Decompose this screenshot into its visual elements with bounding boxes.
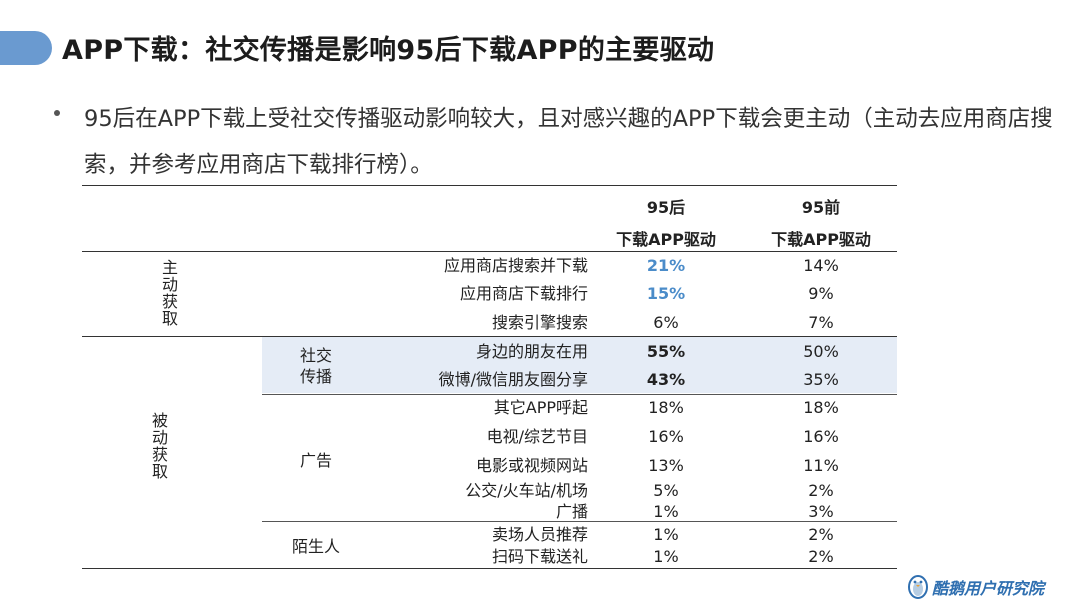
row-label: 应用商店下载排行	[459, 284, 588, 303]
ads-strangers-rule	[262, 521, 897, 522]
table-top-rule	[82, 185, 897, 186]
value-95before: 35%	[803, 370, 839, 389]
table-bottom-rule	[82, 568, 897, 569]
value-95after: 15%	[646, 284, 686, 303]
row-label: 电视/综艺节目	[486, 427, 588, 446]
value-95after: 13%	[648, 456, 684, 475]
col-header-95before-line2: 下载APP驱动	[771, 230, 871, 249]
subgroup-label-ads: 广告	[300, 451, 333, 470]
value-95before: 16%	[803, 427, 839, 446]
bullet-dot	[54, 110, 60, 116]
value-95after: 43%	[646, 370, 686, 389]
penguin-logo-icon	[908, 575, 928, 599]
row-label: 搜索引擎搜索	[491, 313, 588, 332]
value-95after: 5%	[653, 481, 679, 500]
value-95after: 21%	[646, 256, 686, 275]
subgroup-label-social: 社交传播	[300, 346, 333, 386]
active-passive-rule	[82, 336, 897, 337]
col-header-95after-line2: 下载APP驱动	[616, 230, 716, 249]
group-label-active: 主动获取	[161, 258, 178, 328]
value-95before: 14%	[803, 256, 839, 275]
value-95after: 1%	[653, 525, 679, 544]
value-95after: 16%	[648, 427, 684, 446]
value-95before: 3%	[808, 502, 834, 521]
value-95after: 1%	[653, 502, 679, 521]
row-label: 卖场人员推荐	[491, 525, 588, 544]
row-label: 广播	[555, 502, 588, 521]
value-95before: 7%	[808, 313, 834, 332]
value-95before: 2%	[808, 481, 834, 500]
row-label: 公交/火车站/机场	[465, 481, 588, 500]
value-95before: 18%	[803, 398, 839, 417]
group-label-passive: 被动获取	[151, 411, 168, 481]
logo-text: 酷鹅用户研究院	[932, 579, 1045, 598]
col-header-95before-line1: 95前	[801, 198, 841, 217]
value-95before: 50%	[803, 342, 839, 361]
value-95after: 55%	[646, 342, 686, 361]
value-95after: 18%	[648, 398, 684, 417]
value-95after: 6%	[653, 313, 679, 332]
row-label: 电影或视频网站	[475, 456, 588, 475]
value-95before: 9%	[808, 284, 834, 303]
row-label: 应用商店搜索并下载	[443, 256, 588, 275]
row-label: 扫码下载送礼	[491, 547, 588, 566]
value-95before: 2%	[808, 525, 834, 544]
value-95before: 2%	[808, 547, 834, 566]
subgroup-label-strangers: 陌生人	[292, 537, 341, 556]
col-header-95after-line1: 95后	[646, 198, 686, 217]
social-ads-rule	[262, 394, 897, 395]
header-rule	[82, 251, 897, 252]
value-95after: 1%	[653, 547, 679, 566]
social-highlight-band	[262, 337, 897, 393]
title-accent-bar	[0, 31, 52, 65]
row-label: 微博/微信朋友圈分享	[438, 370, 588, 389]
bullet-text: 95后在APP下载上受社交传播驱动影响较大，且对感兴趣的APP下载会更主动（主动…	[84, 106, 1053, 178]
row-label: 其它APP呼起	[493, 398, 588, 417]
page-title: APP下载：社交传播是影响95后下载APP的主要驱动	[62, 35, 715, 66]
row-label: 身边的朋友在用	[475, 342, 588, 361]
value-95before: 11%	[803, 456, 839, 475]
